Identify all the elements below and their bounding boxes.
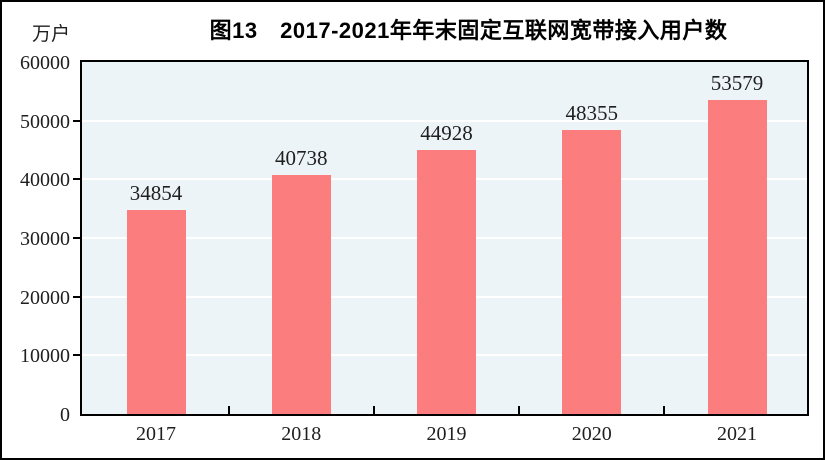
x-axis-tick-mark bbox=[372, 406, 375, 414]
y-axis-tick-mark bbox=[73, 119, 80, 122]
y-axis-tick-mark bbox=[73, 237, 80, 239]
bar-value-label: 53579 bbox=[710, 70, 764, 95]
bar bbox=[417, 150, 476, 414]
x-axis-tick-label: 2020 bbox=[571, 423, 612, 445]
bar bbox=[562, 130, 622, 414]
x-axis-tick-mark bbox=[663, 406, 666, 414]
x-axis-tick-mark bbox=[227, 406, 230, 414]
bar-value-label: 40738 bbox=[275, 146, 328, 170]
y-axis-tick-label: 60000 bbox=[20, 52, 70, 74]
bar-value-label: 34854 bbox=[129, 180, 183, 205]
y-axis-tick-label: 20000 bbox=[20, 286, 70, 309]
y-axis-tick-mark bbox=[73, 354, 80, 357]
y-axis-tick-mark bbox=[73, 295, 80, 298]
gridline bbox=[82, 119, 807, 122]
x-axis-tick-label: 2021 bbox=[717, 423, 757, 445]
y-axis-tick-label: 30000 bbox=[20, 228, 70, 250]
x-axis-tick-label: 2019 bbox=[426, 423, 467, 445]
y-axis-tick-label: 0 bbox=[60, 404, 70, 426]
bar bbox=[707, 99, 767, 414]
chart-title: 图13 2017-2021年年末固定互联网宽带接入用户数 bbox=[209, 18, 728, 43]
y-axis-tick-label: 50000 bbox=[20, 110, 70, 133]
x-axis-tick-label: 2018 bbox=[281, 423, 322, 445]
bar bbox=[271, 175, 331, 414]
bar-value-label: 48355 bbox=[565, 101, 619, 126]
bar bbox=[126, 209, 186, 414]
y-axis-tick-label: 40000 bbox=[20, 169, 70, 192]
y-axis-tick-mark bbox=[73, 178, 80, 181]
x-axis-tick-label: 2017 bbox=[136, 423, 176, 445]
bar-value-label: 44928 bbox=[420, 121, 473, 146]
y-axis-unit-label: 万户 bbox=[32, 24, 71, 45]
x-axis-tick-mark bbox=[518, 406, 521, 414]
y-axis-tick-label: 10000 bbox=[20, 345, 70, 368]
plot-area: 34854 40738 44928 48355 53579 bbox=[80, 60, 809, 416]
